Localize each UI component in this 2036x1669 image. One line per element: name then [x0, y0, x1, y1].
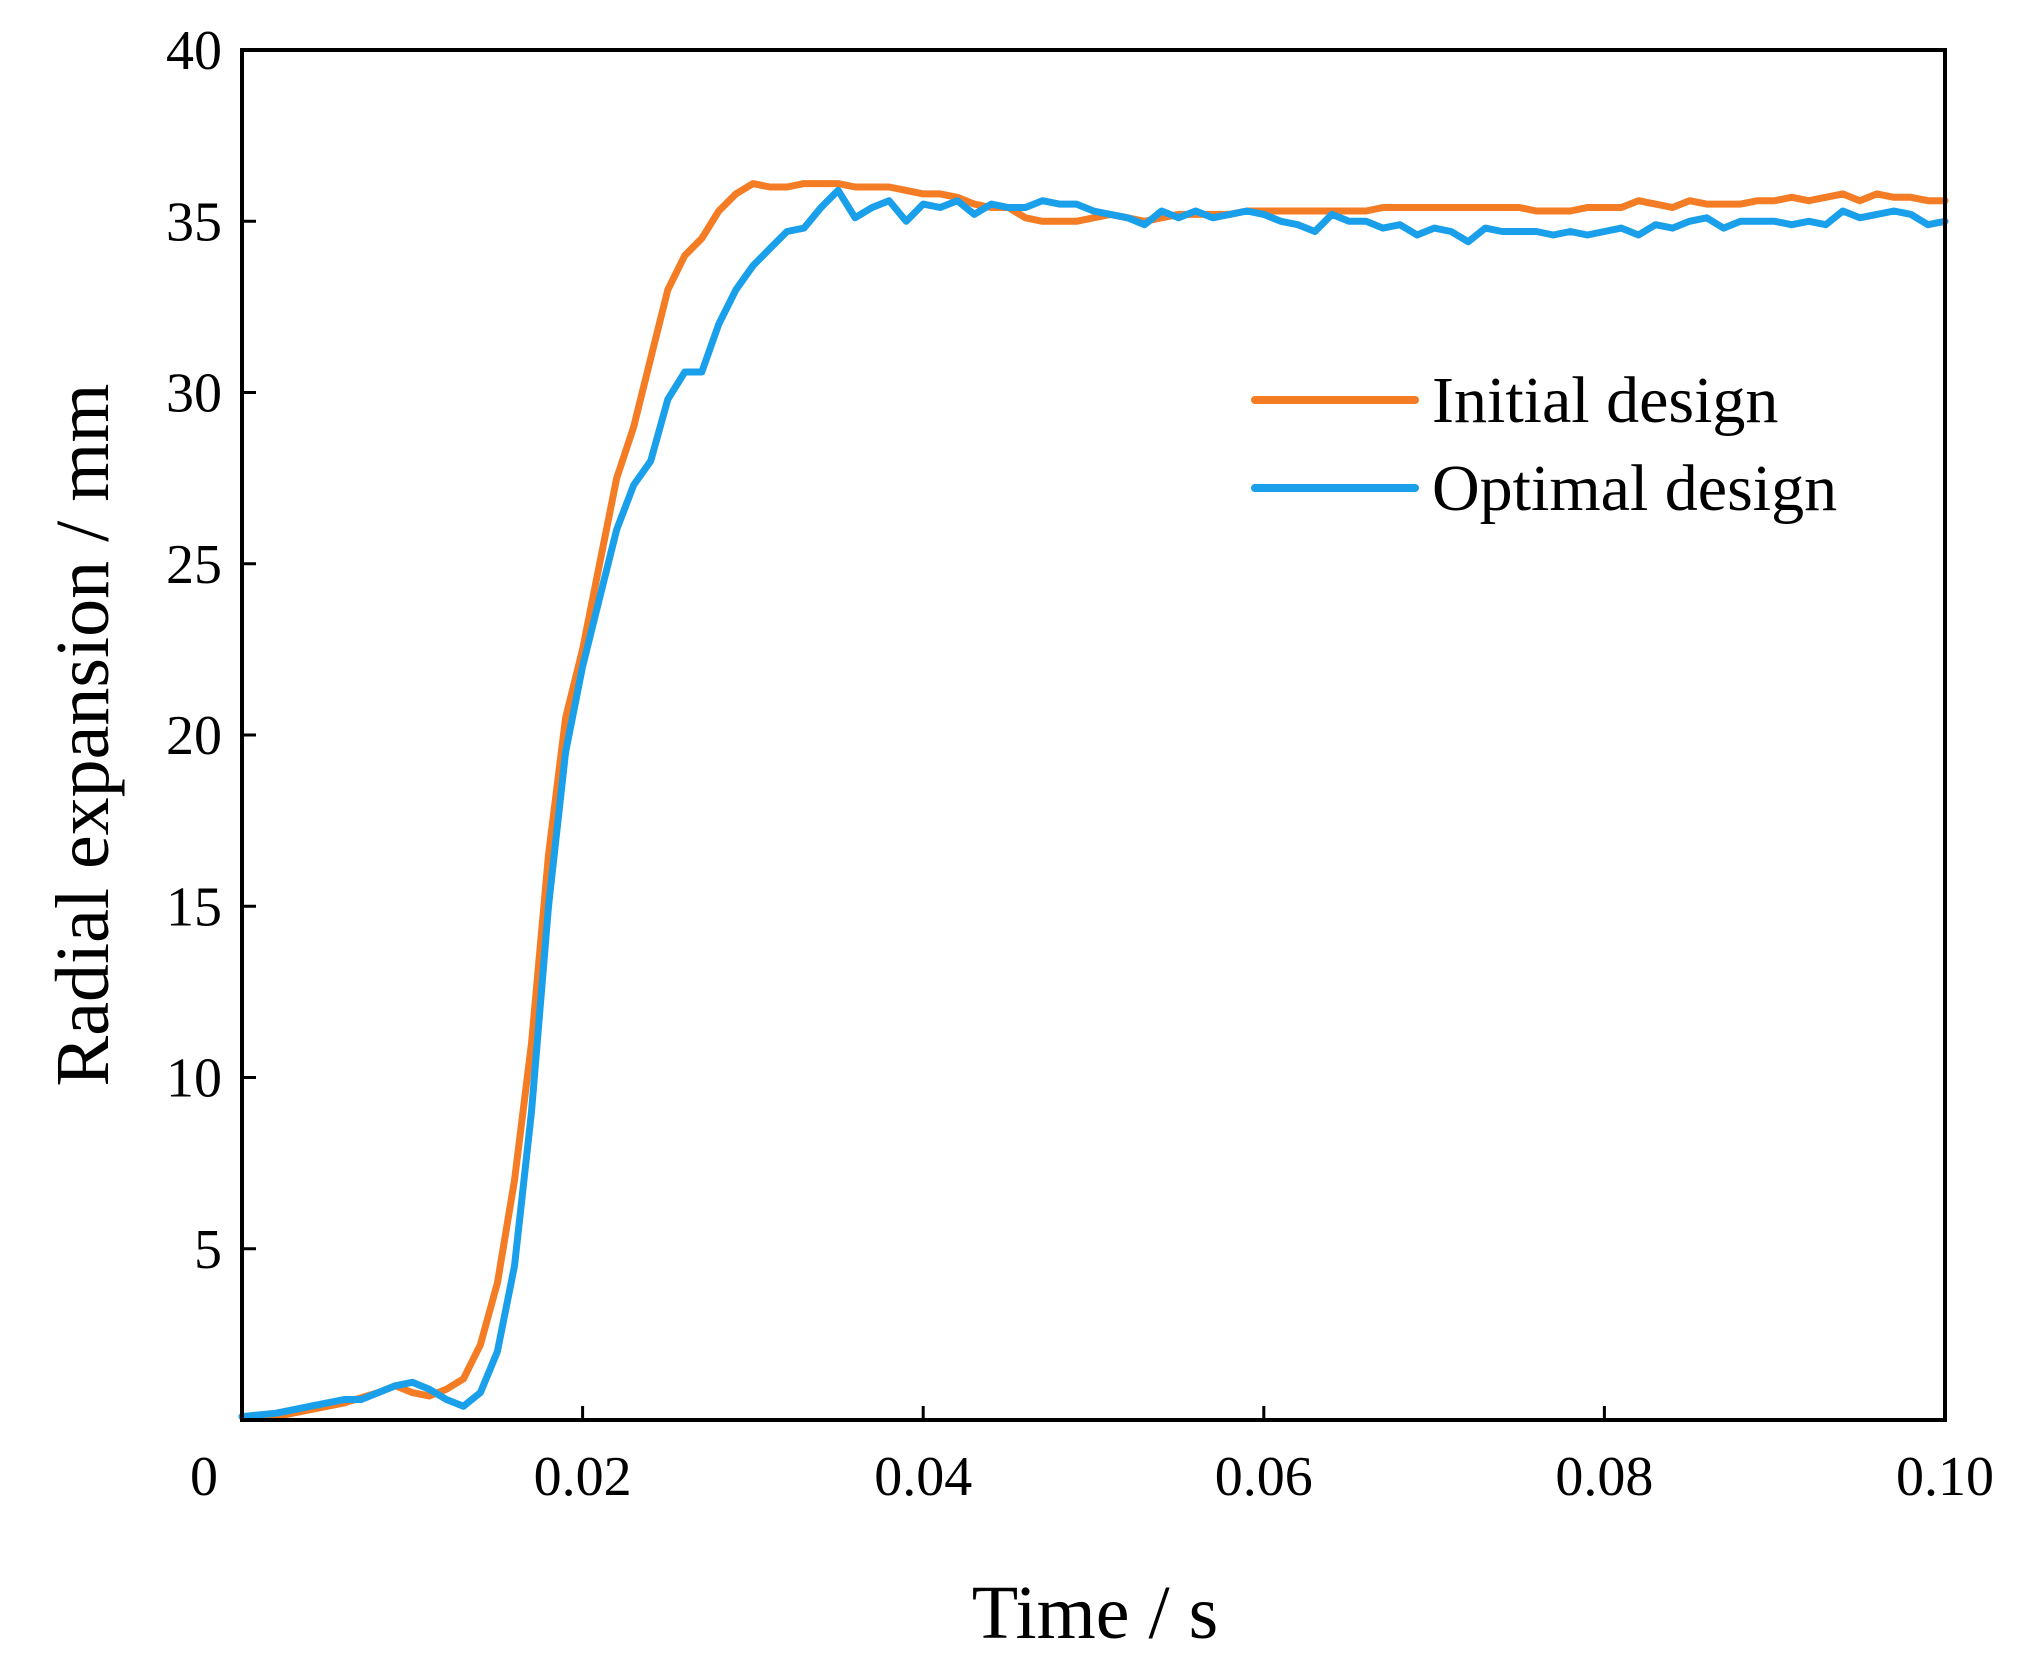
legend-label: Optimal design — [1432, 452, 1837, 525]
legend-label: Initial design — [1432, 364, 1778, 437]
x-axis-ticks: 0.02 0.04 0.06 0.08 0.10 — [534, 1406, 1994, 1508]
y-tick-label: 30 — [166, 363, 222, 425]
y-tick-label: 15 — [166, 876, 222, 938]
plot-frame — [240, 48, 1947, 1422]
y-tick-label: 5 — [194, 1219, 222, 1281]
legend: Initial design Optimal design — [1251, 364, 1837, 525]
x-tick-label: 0.08 — [1555, 1446, 1653, 1508]
y-tick-label: 35 — [166, 191, 222, 253]
x-tick-label: 0.10 — [1896, 1446, 1994, 1508]
y-tick-label: 10 — [166, 1048, 222, 1110]
x-tick-label: 0.02 — [534, 1446, 632, 1508]
y-axis-ticks: 5 10 15 20 25 30 35 40 — [166, 20, 256, 1281]
series-layer — [238, 180, 1949, 1421]
x-axis-title: Time / s — [972, 1571, 1218, 1655]
series-line-2 — [238, 186, 1949, 1421]
x-tick-label: 0.04 — [874, 1446, 972, 1508]
y-tick-label: 20 — [166, 705, 222, 767]
y-tick-label: 25 — [166, 534, 222, 596]
x-tick-label: 0.06 — [1215, 1446, 1313, 1508]
x-origin-label: 0 — [190, 1446, 218, 1508]
y-tick-label: 40 — [166, 20, 222, 82]
y-axis-title: Radial expansion / mm — [41, 384, 125, 1087]
